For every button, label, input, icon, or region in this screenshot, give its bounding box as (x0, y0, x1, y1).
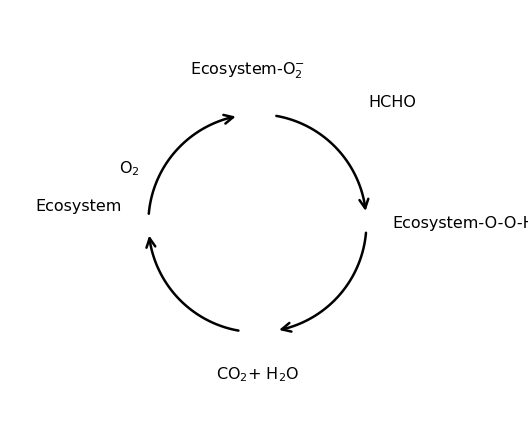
Text: Ecosystem: Ecosystem (35, 199, 122, 214)
Text: HCHO: HCHO (368, 95, 416, 110)
Text: Ecosystem-O-O-HCHO: Ecosystem-O-O-HCHO (393, 216, 528, 231)
Text: CO$_2$+ H$_2$O: CO$_2$+ H$_2$O (216, 366, 299, 384)
Text: Ecosystem-O$_2^{-}$: Ecosystem-O$_2^{-}$ (190, 61, 305, 81)
Text: O$_2$: O$_2$ (119, 160, 140, 178)
